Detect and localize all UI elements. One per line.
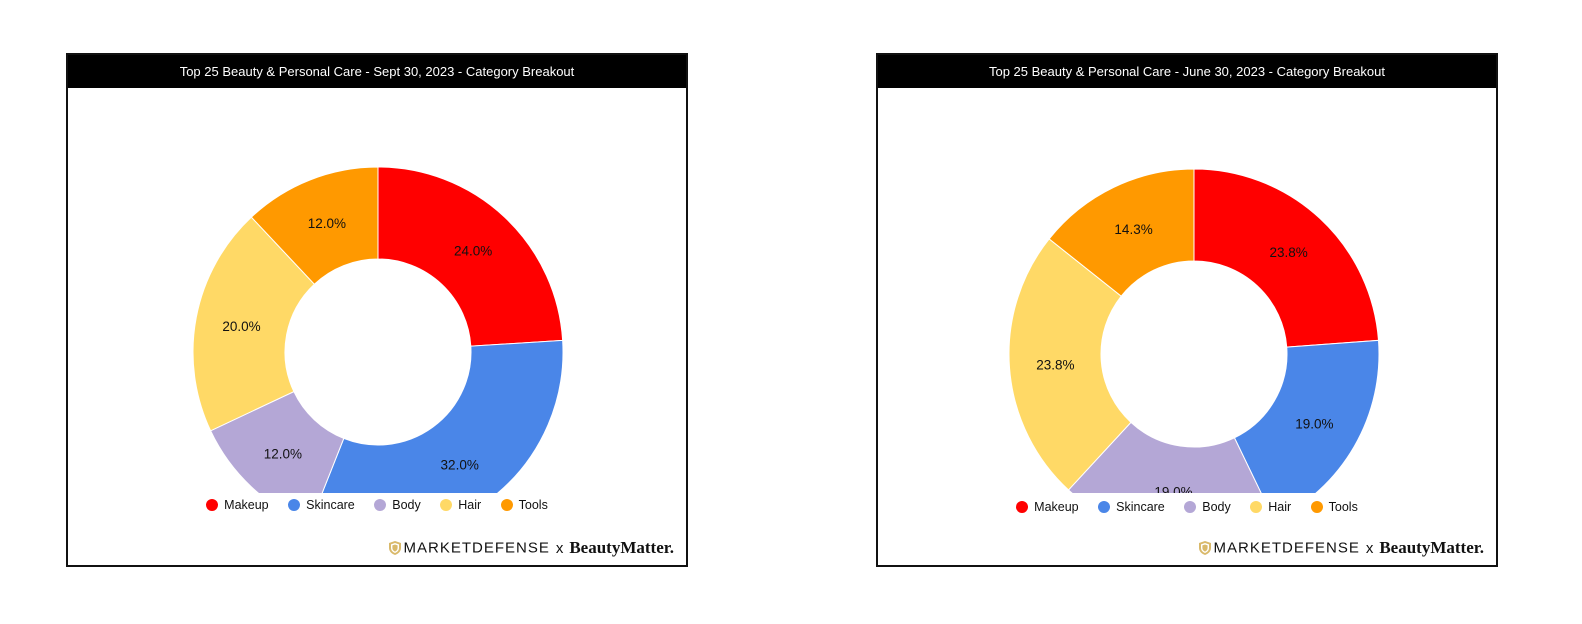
slice-tools: [1048, 168, 1195, 297]
donut-chart-sept: 24.0% 32.0% 12.0% 20.0% 12.0%: [192, 166, 564, 493]
slice-skincare: [321, 339, 564, 493]
legend-swatch-hair: [1250, 500, 1263, 513]
legend-item-tools: Tools: [1310, 500, 1358, 514]
beautymatter-logo: BeautyMatter.: [569, 538, 674, 557]
slice-label-skincare: 19.0%: [1295, 417, 1333, 432]
legend-label-skincare: Skincare: [1116, 500, 1165, 514]
slice-label-makeup: 24.0%: [454, 244, 492, 259]
chart-title-june: Top 25 Beauty & Personal Care - June 30,…: [878, 55, 1496, 88]
legend-label-tools: Tools: [1328, 500, 1358, 514]
legend-item-makeup: Makeup: [206, 498, 269, 512]
chart-title-sept: Top 25 Beauty & Personal Care - Sept 30,…: [68, 55, 686, 88]
legend-item-skincare: Skincare: [288, 498, 355, 512]
slice-label-tools: 14.3%: [1114, 222, 1152, 237]
slice-skincare: [1233, 339, 1380, 493]
legend-label-skincare: Skincare: [306, 498, 355, 512]
beautymatter-logo: BeautyMatter.: [1379, 538, 1484, 557]
legend-label-body: Body: [1202, 500, 1231, 514]
legend-label-hair: Hair: [1268, 500, 1292, 514]
slice-label-hair: 23.8%: [1036, 358, 1074, 373]
legend-label-makeup: Makeup: [1034, 500, 1079, 514]
marketdefense-logo: MARKETDEFENSE: [1213, 539, 1360, 557]
legend-swatch-tools: [1310, 500, 1323, 513]
legend-label-hair: Hair: [458, 498, 482, 512]
slice-hair: [192, 216, 316, 432]
donut-chart-june: 23.8% 19.0% 19.0% 23.8% 14.3%: [1008, 168, 1380, 493]
footer-separator: x: [555, 539, 564, 557]
footer-logos-sept: MARKETDEFENSE x BeautyMatter.: [389, 538, 674, 558]
slice-makeup: [1193, 168, 1380, 348]
legend-item-body: Body: [374, 498, 421, 512]
legend-label-tools: Tools: [518, 498, 548, 512]
legend-june: Makeup Skincare Body Hair Tools: [878, 500, 1496, 514]
legend-label-body: Body: [392, 498, 421, 512]
slice-label-body: 19.0%: [1154, 484, 1192, 493]
legend-label-makeup: Makeup: [224, 498, 269, 512]
shield-icon: [389, 541, 402, 555]
legend-item-skincare: Skincare: [1098, 500, 1165, 514]
legend-swatch-makeup: [1016, 500, 1029, 513]
slice-label-makeup: 23.8%: [1269, 245, 1307, 260]
slice-label-hair: 20.0%: [222, 319, 260, 334]
legend-item-body: Body: [1184, 500, 1231, 514]
legend-item-hair: Hair: [1250, 500, 1291, 514]
footer-separator: x: [1365, 539, 1374, 557]
slice-makeup: [377, 166, 564, 347]
marketdefense-logo: MARKETDEFENSE: [403, 539, 550, 557]
slice-hair: [1008, 238, 1132, 491]
chart-panel-sept: Top 25 Beauty & Personal Care - Sept 30,…: [66, 53, 688, 567]
legend-item-makeup: Makeup: [1016, 500, 1079, 514]
slice-label-skincare: 32.0%: [441, 457, 479, 472]
legend-swatch-skincare: [1098, 500, 1111, 513]
legend-swatch-skincare: [288, 498, 301, 511]
shield-icon: [1199, 541, 1212, 555]
slice-body: [1067, 421, 1262, 493]
legend-swatch-tools: [500, 498, 513, 511]
legend-swatch-makeup: [206, 498, 219, 511]
chart-panel-june: Top 25 Beauty & Personal Care - June 30,…: [876, 53, 1498, 567]
legend-item-tools: Tools: [500, 498, 548, 512]
legend-item-hair: Hair: [440, 498, 481, 512]
slice-label-body: 12.0%: [264, 446, 302, 461]
legend-swatch-hair: [440, 498, 453, 511]
slice-label-tools: 12.0%: [308, 216, 346, 231]
legend-swatch-body: [1184, 500, 1197, 513]
legend-sept: Makeup Skincare Body Hair Tools: [68, 498, 686, 512]
legend-swatch-body: [374, 498, 387, 511]
footer-logos-june: MARKETDEFENSE x BeautyMatter.: [1199, 538, 1484, 558]
slice-tools: [250, 166, 379, 285]
